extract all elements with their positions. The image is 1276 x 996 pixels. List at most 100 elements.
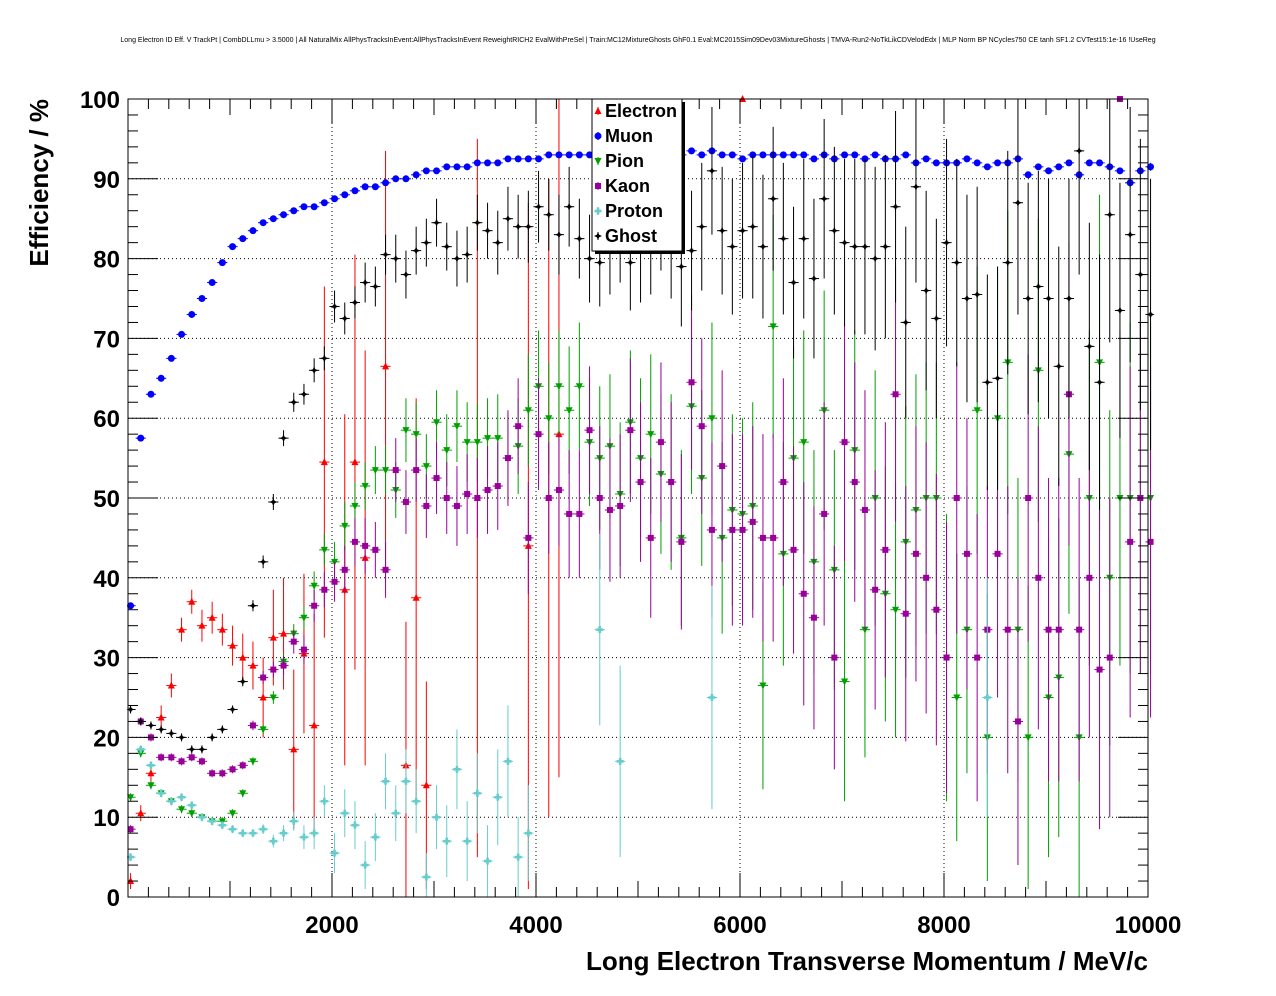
- proton-marker: [188, 801, 196, 809]
- electron-point: [217, 613, 228, 646]
- kaon-marker: [464, 491, 471, 498]
- kaon-marker: [525, 534, 532, 541]
- muon-marker: [443, 163, 451, 171]
- ghost-point: [451, 230, 463, 287]
- ghost-marker: [187, 745, 196, 754]
- ghost-point: [298, 383, 310, 405]
- ghost-point: [380, 234, 391, 275]
- y-tick-label: 30: [93, 646, 120, 673]
- kaon-marker: [321, 586, 328, 593]
- proton-marker: [208, 817, 216, 825]
- muon-marker: [790, 151, 798, 159]
- kaon-marker: [168, 754, 175, 761]
- muon-marker: [902, 151, 910, 159]
- proton-marker: [167, 797, 175, 805]
- ghost-marker: [779, 234, 788, 243]
- muon-point: [931, 159, 942, 167]
- kaon-point: [451, 466, 463, 546]
- muon-point: [870, 151, 881, 159]
- electron-point: [176, 617, 187, 642]
- kaon-marker: [647, 534, 654, 541]
- x-tick-label: 8000: [917, 912, 970, 939]
- ghost-point: [543, 178, 554, 251]
- ghost-marker: [1105, 210, 1114, 219]
- proton-point: [370, 813, 381, 862]
- kaon-marker: [1127, 538, 1134, 545]
- ghost-marker: [136, 717, 145, 726]
- grid-lines: [128, 99, 1148, 897]
- proton-point: [523, 785, 534, 882]
- kaon-point: [574, 450, 585, 578]
- electron-marker: [310, 721, 318, 729]
- muon-point: [982, 163, 993, 171]
- pion-point: [258, 724, 269, 735]
- muon-point: [207, 279, 218, 287]
- kaon-point: [696, 338, 707, 514]
- ghost-point: [737, 162, 748, 299]
- ghost-point: [349, 286, 361, 319]
- kaon-point: [1125, 366, 1136, 718]
- y-tick-label: 90: [93, 167, 120, 194]
- proton-marker: [708, 694, 716, 701]
- ghost-marker: [554, 230, 563, 239]
- ghost-point: [1002, 150, 1013, 375]
- legend: Electron Muon Pion Kaon Proton Ghost: [591, 98, 685, 254]
- ghost-point: [482, 202, 493, 259]
- pion-marker: [575, 383, 583, 391]
- ghost-marker: [983, 378, 992, 387]
- proton-marker: [473, 789, 481, 797]
- kaon-point: [523, 482, 534, 594]
- chart-title: Long Electron ID Eff. V TrackPt | CombDL…: [120, 37, 1155, 44]
- muon-marker: [351, 187, 359, 195]
- muon-point: [1053, 163, 1064, 171]
- proton-marker: [198, 813, 206, 821]
- kaon-point: [931, 474, 942, 746]
- kaon-point: [400, 470, 412, 534]
- proton-point: [482, 825, 493, 897]
- x-tick-label: 6000: [713, 912, 766, 939]
- y-tick-label: 0: [107, 885, 120, 912]
- pion-point: [574, 322, 585, 451]
- ghost-point: [360, 262, 371, 303]
- electron-marker: [208, 613, 216, 621]
- ghost-marker: [126, 705, 135, 714]
- kaon-point: [564, 450, 575, 578]
- ghost-point: [798, 158, 809, 319]
- ghost-marker: [320, 354, 329, 363]
- kaon-marker: [627, 427, 634, 434]
- ghost-point: [523, 190, 534, 263]
- ghost-marker: [565, 202, 574, 211]
- ghost-point: [1043, 178, 1054, 419]
- muon-point: [176, 330, 187, 338]
- muon-marker: [504, 155, 512, 163]
- muon-point: [298, 203, 310, 211]
- ghost-point: [441, 222, 452, 271]
- proton-point: [207, 817, 218, 826]
- ghost-point: [156, 725, 167, 734]
- proton-marker: [412, 797, 420, 805]
- kaon-marker: [708, 526, 715, 533]
- kaon-marker: [433, 475, 440, 482]
- electron-point: [207, 601, 218, 634]
- pion-marker: [769, 323, 777, 331]
- proton-point: [258, 824, 269, 834]
- legend-entry-electron: Electron: [594, 101, 677, 121]
- pion-marker: [484, 435, 492, 443]
- kaon-marker: [606, 506, 613, 513]
- kaon-point: [166, 753, 177, 762]
- kaon-point: [737, 434, 748, 626]
- proton-marker: [433, 813, 441, 821]
- ghost-marker: [238, 677, 247, 686]
- muon-marker: [565, 151, 573, 159]
- ghost-marker: [157, 725, 166, 734]
- ghost-marker: [371, 282, 380, 291]
- kaon-point: [1012, 577, 1024, 866]
- kaon-marker: [729, 526, 736, 533]
- ghost-point: [513, 194, 524, 259]
- pion-marker: [759, 682, 767, 690]
- kaon-marker: [953, 495, 960, 501]
- muon-point: [553, 151, 565, 159]
- ghost-marker: [840, 238, 849, 247]
- muon-marker: [759, 151, 767, 159]
- muon-point: [972, 159, 983, 167]
